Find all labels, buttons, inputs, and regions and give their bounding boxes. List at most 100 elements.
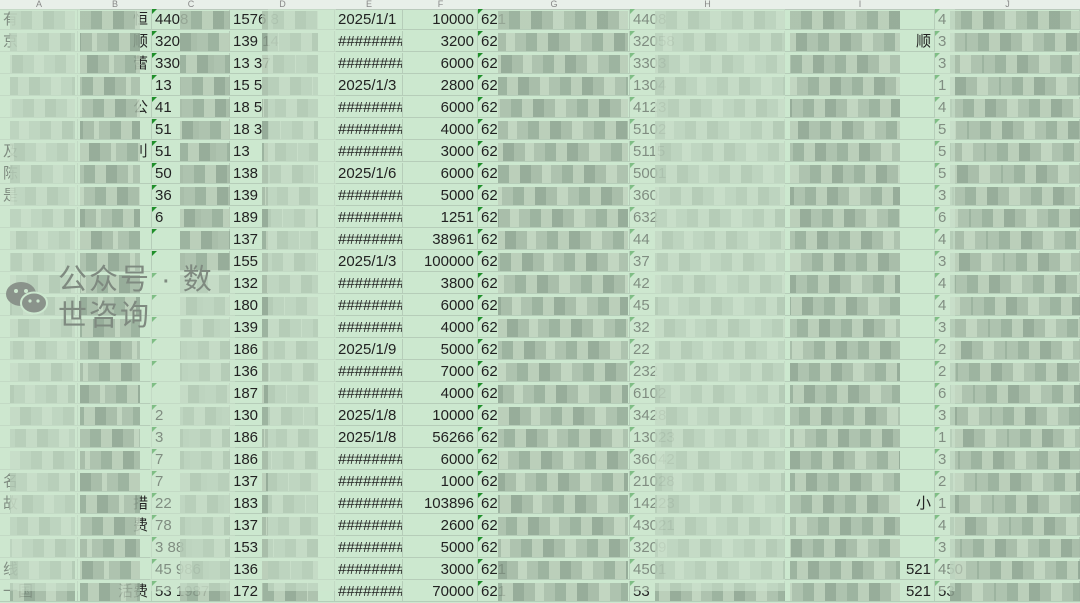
cell-b[interactable] bbox=[78, 207, 152, 228]
cell-e[interactable]: ######## bbox=[335, 493, 403, 514]
cell-g[interactable]: 62 bbox=[478, 515, 630, 536]
cell-f[interactable]: 5000 bbox=[403, 185, 478, 206]
cell-e[interactable]: ######## bbox=[335, 449, 403, 470]
cell-g[interactable]: 62 bbox=[478, 251, 630, 272]
cell-g[interactable]: 62 bbox=[478, 383, 630, 404]
cell-e[interactable]: ######## bbox=[335, 317, 403, 338]
cell-b[interactable] bbox=[78, 163, 152, 184]
cell-f[interactable]: 3200 bbox=[403, 31, 478, 52]
cell-g[interactable]: 62 bbox=[478, 449, 630, 470]
cell-f[interactable]: 6000 bbox=[403, 53, 478, 74]
cell-i[interactable] bbox=[785, 361, 935, 382]
cell-i[interactable] bbox=[785, 471, 935, 492]
cell-f[interactable]: 70000 bbox=[403, 581, 478, 602]
cell-e[interactable]: ######## bbox=[335, 537, 403, 558]
cell-e[interactable]: ######## bbox=[335, 185, 403, 206]
cell-b[interactable] bbox=[78, 75, 152, 96]
cell-f[interactable]: 2600 bbox=[403, 515, 478, 536]
cell-g[interactable]: 62 bbox=[478, 141, 630, 162]
cell-f[interactable]: 6000 bbox=[403, 295, 478, 316]
cell-g[interactable]: 62 bbox=[478, 207, 630, 228]
cell-e[interactable]: ######## bbox=[335, 207, 403, 228]
cell-i[interactable] bbox=[785, 449, 935, 470]
cell-e[interactable]: 2025/1/3 bbox=[335, 75, 403, 96]
column-header-c[interactable]: C bbox=[152, 0, 230, 10]
cell-f[interactable]: 3800 bbox=[403, 273, 478, 294]
cell-i[interactable] bbox=[785, 427, 935, 448]
cell-i[interactable] bbox=[785, 53, 935, 74]
cell-i[interactable] bbox=[785, 229, 935, 250]
cell-b[interactable] bbox=[78, 251, 152, 272]
cell-g[interactable]: 62 bbox=[478, 229, 630, 250]
cell-i[interactable] bbox=[785, 383, 935, 404]
cell-f[interactable]: 10000 bbox=[403, 9, 478, 30]
cell-f[interactable]: 6000 bbox=[403, 163, 478, 184]
cell-i[interactable] bbox=[785, 515, 935, 536]
cell-g[interactable]: 62 bbox=[478, 317, 630, 338]
cell-i[interactable] bbox=[785, 537, 935, 558]
column-header-b[interactable]: B bbox=[78, 0, 152, 10]
cell-i[interactable] bbox=[785, 119, 935, 140]
cell-g[interactable]: 62 bbox=[478, 361, 630, 382]
cell-f[interactable]: 56266 bbox=[403, 427, 478, 448]
cell-e[interactable]: 2025/1/9 bbox=[335, 339, 403, 360]
cell-g[interactable]: 62 bbox=[478, 273, 630, 294]
cell-f[interactable]: 4000 bbox=[403, 383, 478, 404]
cell-g[interactable]: 62 bbox=[478, 471, 630, 492]
cell-f[interactable]: 4000 bbox=[403, 317, 478, 338]
cell-e[interactable]: ######## bbox=[335, 515, 403, 536]
cell-g[interactable]: 62 bbox=[478, 427, 630, 448]
cell-e[interactable]: ######## bbox=[335, 229, 403, 250]
cell-i[interactable] bbox=[785, 339, 935, 360]
cell-f[interactable]: 5000 bbox=[403, 339, 478, 360]
cell-f[interactable]: 7000 bbox=[403, 361, 478, 382]
cell-g[interactable]: 62 bbox=[478, 185, 630, 206]
cell-i[interactable]: 521 bbox=[785, 559, 935, 580]
cell-f[interactable]: 6000 bbox=[403, 97, 478, 118]
column-header-g[interactable]: G bbox=[478, 0, 630, 10]
cell-g[interactable]: 62 bbox=[478, 97, 630, 118]
cell-f[interactable]: 10000 bbox=[403, 405, 478, 426]
cell-i[interactable] bbox=[785, 273, 935, 294]
cell-b[interactable] bbox=[78, 185, 152, 206]
cell-e[interactable]: ######## bbox=[335, 141, 403, 162]
cell-f[interactable]: 6000 bbox=[403, 449, 478, 470]
cell-g[interactable]: 62 bbox=[478, 537, 630, 558]
cell-e[interactable]: 2025/1/8 bbox=[335, 405, 403, 426]
cell-e[interactable]: ######## bbox=[335, 361, 403, 382]
cell-e[interactable]: ######## bbox=[335, 31, 403, 52]
cell-i[interactable] bbox=[785, 251, 935, 272]
cell-i[interactable] bbox=[785, 141, 935, 162]
cell-e[interactable]: ######## bbox=[335, 559, 403, 580]
cell-e[interactable]: ######## bbox=[335, 581, 403, 602]
cell-e[interactable]: ######## bbox=[335, 53, 403, 74]
cell-f[interactable]: 100000 bbox=[403, 251, 478, 272]
column-header-f[interactable]: F bbox=[403, 0, 478, 10]
cell-f[interactable]: 2800 bbox=[403, 75, 478, 96]
cell-f[interactable]: 3000 bbox=[403, 559, 478, 580]
cell-b[interactable] bbox=[78, 229, 152, 250]
cell-f[interactable]: 4000 bbox=[403, 119, 478, 140]
column-header-j[interactable]: J bbox=[935, 0, 1080, 10]
cell-f[interactable]: 38961 bbox=[403, 229, 478, 250]
cell-g[interactable]: 62 bbox=[478, 163, 630, 184]
cell-g[interactable]: 62 bbox=[478, 295, 630, 316]
cell-i[interactable]: 小 bbox=[785, 493, 935, 514]
cell-f[interactable]: 1251 bbox=[403, 207, 478, 228]
cell-i[interactable] bbox=[785, 163, 935, 184]
cell-i[interactable] bbox=[785, 97, 935, 118]
cell-g[interactable]: 62 bbox=[478, 119, 630, 140]
cell-i[interactable]: 顺 bbox=[785, 31, 935, 52]
cell-i[interactable] bbox=[785, 9, 935, 30]
cell-e[interactable]: 2025/1/3 bbox=[335, 251, 403, 272]
cell-g[interactable]: 62 bbox=[478, 31, 630, 52]
cell-e[interactable]: ######## bbox=[335, 97, 403, 118]
column-header-i[interactable]: I bbox=[785, 0, 935, 10]
cell-e[interactable]: 2025/1/1 bbox=[335, 9, 403, 30]
column-header-e[interactable]: E bbox=[335, 0, 403, 10]
cell-i[interactable] bbox=[785, 317, 935, 338]
cell-i[interactable] bbox=[785, 75, 935, 96]
cell-b[interactable] bbox=[78, 119, 152, 140]
cell-f[interactable]: 3000 bbox=[403, 141, 478, 162]
cell-e[interactable]: ######## bbox=[335, 119, 403, 140]
